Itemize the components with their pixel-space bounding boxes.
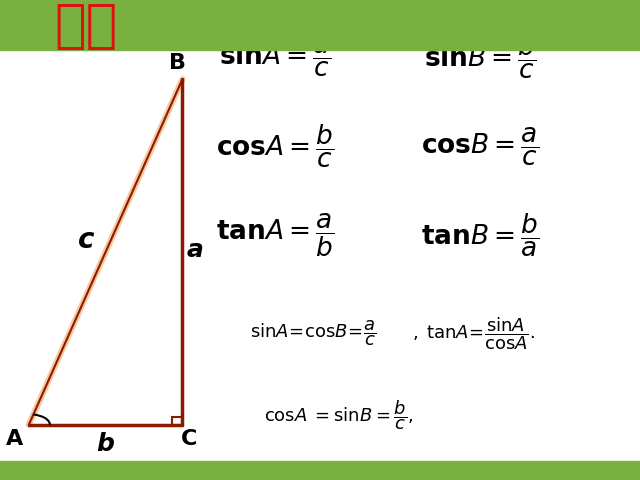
Bar [0, 461, 640, 480]
Text: $,\;\mathrm{tan}A\!=\!\dfrac{\mathrm{sin}A}{\mathrm{cos}A}.$: $,\;\mathrm{tan}A\!=\!\dfrac{\mathrm{sin… [412, 315, 535, 352]
Text: B: B [170, 53, 186, 73]
Text: b: b [97, 432, 115, 456]
Text: $\mathbf{tan}\mathit{B}=\dfrac{b}{a}$: $\mathbf{tan}\mathit{B}=\dfrac{b}{a}$ [421, 212, 539, 259]
Text: C: C [180, 429, 197, 449]
Text: $\mathbf{sin}\mathit{B}=\dfrac{b}{c}$: $\mathbf{sin}\mathit{B}=\dfrac{b}{c}$ [424, 34, 536, 81]
Text: $\mathrm{cos}A\;=\mathrm{sin}B=\dfrac{b}{c},$: $\mathrm{cos}A\;=\mathrm{sin}B=\dfrac{b}… [264, 398, 414, 432]
Text: $\mathbf{sin}\mathit{A}=\dfrac{a}{c}$: $\mathbf{sin}\mathit{A}=\dfrac{a}{c}$ [219, 36, 332, 79]
Text: A: A [6, 429, 22, 449]
Text: c: c [78, 226, 95, 254]
Text: a: a [187, 238, 204, 262]
Bar [172, 417, 182, 425]
Text: $\mathbf{tan}\mathit{A}=\dfrac{a}{b}$: $\mathbf{tan}\mathit{A}=\dfrac{a}{b}$ [216, 212, 334, 259]
Text: $\mathrm{sin}A\!=\!\mathrm{cos}B\!=\!\dfrac{a}{c}$: $\mathrm{sin}A\!=\!\mathrm{cos}B\!=\!\df… [250, 319, 377, 348]
Bar [0, 0, 640, 50]
Text: $\mathbf{cos}\mathit{A}=\dfrac{b}{c}$: $\mathbf{cos}\mathit{A}=\dfrac{b}{c}$ [216, 123, 335, 170]
Text: 总结: 总结 [55, 0, 118, 52]
Text: $\mathbf{cos}\mathit{B}=\dfrac{a}{c}$: $\mathbf{cos}\mathit{B}=\dfrac{a}{c}$ [421, 125, 539, 168]
